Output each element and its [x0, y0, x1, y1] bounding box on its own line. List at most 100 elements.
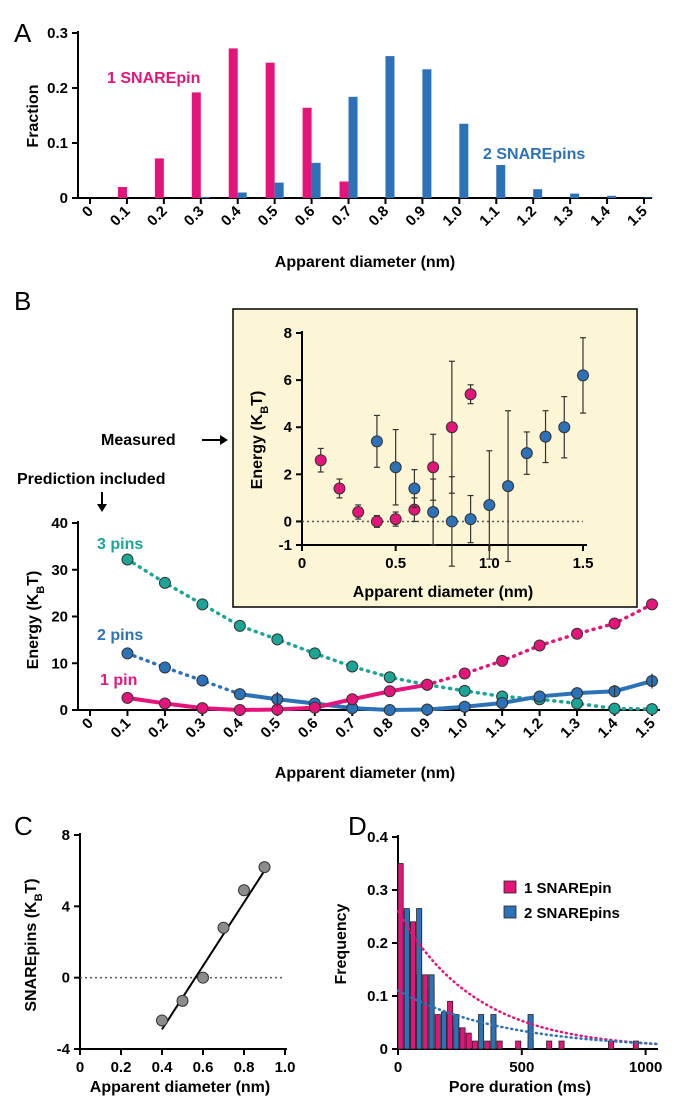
panel-b-inset: -1 0 2 4 6 8 0 0.5 1.0 1.5 Apparent diameter (nm) E… — [232, 308, 638, 608]
x-tick-label: 0.2 — [145, 715, 172, 742]
inset-x-tick-label: 1.5 — [573, 555, 594, 572]
inset-y-tick-label: -1 — [279, 537, 292, 554]
y-axis-label: Energy (KBT) — [25, 571, 47, 670]
data-point — [346, 660, 359, 673]
inset-data-point — [389, 513, 402, 526]
x-tick-label: 0 — [394, 1059, 402, 1076]
inset-data-point — [577, 369, 589, 382]
x-axis-label: Apparent diameter (nm) — [90, 1079, 270, 1096]
bar-two-snarepins — [416, 908, 423, 1050]
y-tick-label: 0 — [60, 190, 68, 207]
x-tick-label: 0.6 — [193, 1059, 214, 1076]
bar-two-snarepins — [200, 196, 210, 198]
panel-letter-b: B — [14, 286, 31, 316]
inset-y-tick-label: 4 — [284, 419, 293, 436]
data-point — [458, 667, 471, 680]
inset-data-point — [370, 435, 383, 448]
data-point — [496, 696, 509, 709]
inset-y-tick-label: 2 — [284, 466, 292, 483]
data-point — [646, 598, 658, 611]
data-point — [383, 671, 396, 684]
inset-data-point — [520, 447, 533, 460]
bar-two-snarepins — [348, 96, 358, 198]
bar-one-snarepin — [515, 1040, 522, 1050]
legend-label-two-snarepins: 2 SNAREpins — [524, 905, 620, 922]
inset-data-point — [483, 498, 496, 511]
inset-x-tick-label: 0 — [298, 555, 306, 572]
data-point — [196, 674, 209, 687]
data-point — [238, 884, 250, 897]
x-tick-label: 0.1 — [107, 203, 134, 230]
data-point — [158, 661, 171, 674]
bar-one-snarepin — [459, 1027, 466, 1050]
series-label-two-pins: 2 pins — [97, 627, 143, 644]
inset-x-tick-label: 0.5 — [385, 555, 406, 572]
y-tick-label: 4 — [62, 898, 71, 915]
panel-letter-c: C — [14, 811, 33, 841]
x-tick-label: 1.1 — [476, 203, 503, 230]
legend-label-one-snarepin: 1 SNAREpin — [524, 880, 612, 897]
bar-one-snarepin — [154, 158, 164, 198]
bar-one-snarepin — [117, 187, 127, 198]
fit-curve — [396, 989, 660, 1046]
y-tick-label: 10 — [51, 655, 68, 672]
x-tick-label: 1.2 — [513, 203, 540, 230]
y-tick-label: 0.2 — [367, 935, 388, 952]
data-point — [258, 861, 271, 874]
bar-two-snarepins — [496, 165, 506, 198]
bar-one-snarepin — [558, 1040, 565, 1050]
data-point — [571, 687, 584, 700]
x-tick-label: 0.2 — [111, 1059, 132, 1076]
bar-two-snarepins — [422, 69, 432, 198]
bar-two-snarepins — [570, 193, 580, 198]
annotation-measured: Measured — [101, 432, 176, 449]
bar-one-snarepin — [302, 107, 312, 198]
data-point — [421, 703, 434, 716]
x-tick-label: 0.9 — [407, 715, 434, 742]
inset-x-axis-label: Apparent diameter (nm) — [353, 584, 533, 601]
inset-data-point — [427, 461, 440, 474]
fit-line — [161, 870, 266, 1030]
y-tick-label: 0 — [62, 970, 70, 987]
bar-one-snarepin — [409, 921, 416, 1050]
x-tick-label: 0.5 — [257, 715, 284, 742]
data-point — [271, 633, 284, 646]
inset-data-point — [445, 421, 458, 434]
inset-data-point — [445, 515, 458, 528]
data-point — [533, 639, 546, 652]
data-point — [646, 703, 658, 716]
data-point — [346, 693, 359, 706]
prediction-line — [125, 651, 242, 696]
x-tick-label: 0 — [79, 715, 97, 733]
data-point — [458, 684, 471, 697]
inset-y-axis-label: Energy (KBT) — [249, 391, 271, 490]
inset-data-point — [464, 513, 477, 526]
inset-data-point — [502, 480, 515, 493]
inset-data-point — [333, 482, 346, 495]
bar-two-snarepins — [440, 1011, 447, 1050]
data-point — [158, 697, 171, 710]
bar-one-snarepin — [496, 1040, 503, 1050]
bar-two-snarepins — [453, 1014, 460, 1050]
data-point — [308, 701, 321, 714]
y-tick-label: 0.3 — [367, 882, 388, 899]
data-point — [121, 553, 134, 566]
inset-data-point — [408, 482, 421, 495]
data-point — [196, 598, 209, 611]
bar-one-snarepin — [465, 1032, 472, 1050]
inset-y-tick-label: 8 — [284, 325, 292, 342]
bar-two-snarepins — [385, 56, 395, 198]
y-tick-label: 0.2 — [47, 80, 68, 97]
bar-two-snarepins — [237, 192, 247, 198]
x-tick-label: 0.6 — [292, 203, 319, 230]
bar-two-snarepins — [533, 189, 543, 198]
y-tick-label: 0 — [60, 702, 68, 719]
y-tick-label: 30 — [51, 562, 68, 579]
bar-one-snarepin — [447, 1000, 454, 1050]
y-tick-label: 0.4 — [367, 829, 389, 846]
series-label-three-pins: 3 pins — [97, 536, 143, 553]
x-tick-label: 0 — [79, 203, 97, 221]
bar-one-snarepin — [546, 1040, 553, 1050]
data-point — [383, 704, 396, 716]
